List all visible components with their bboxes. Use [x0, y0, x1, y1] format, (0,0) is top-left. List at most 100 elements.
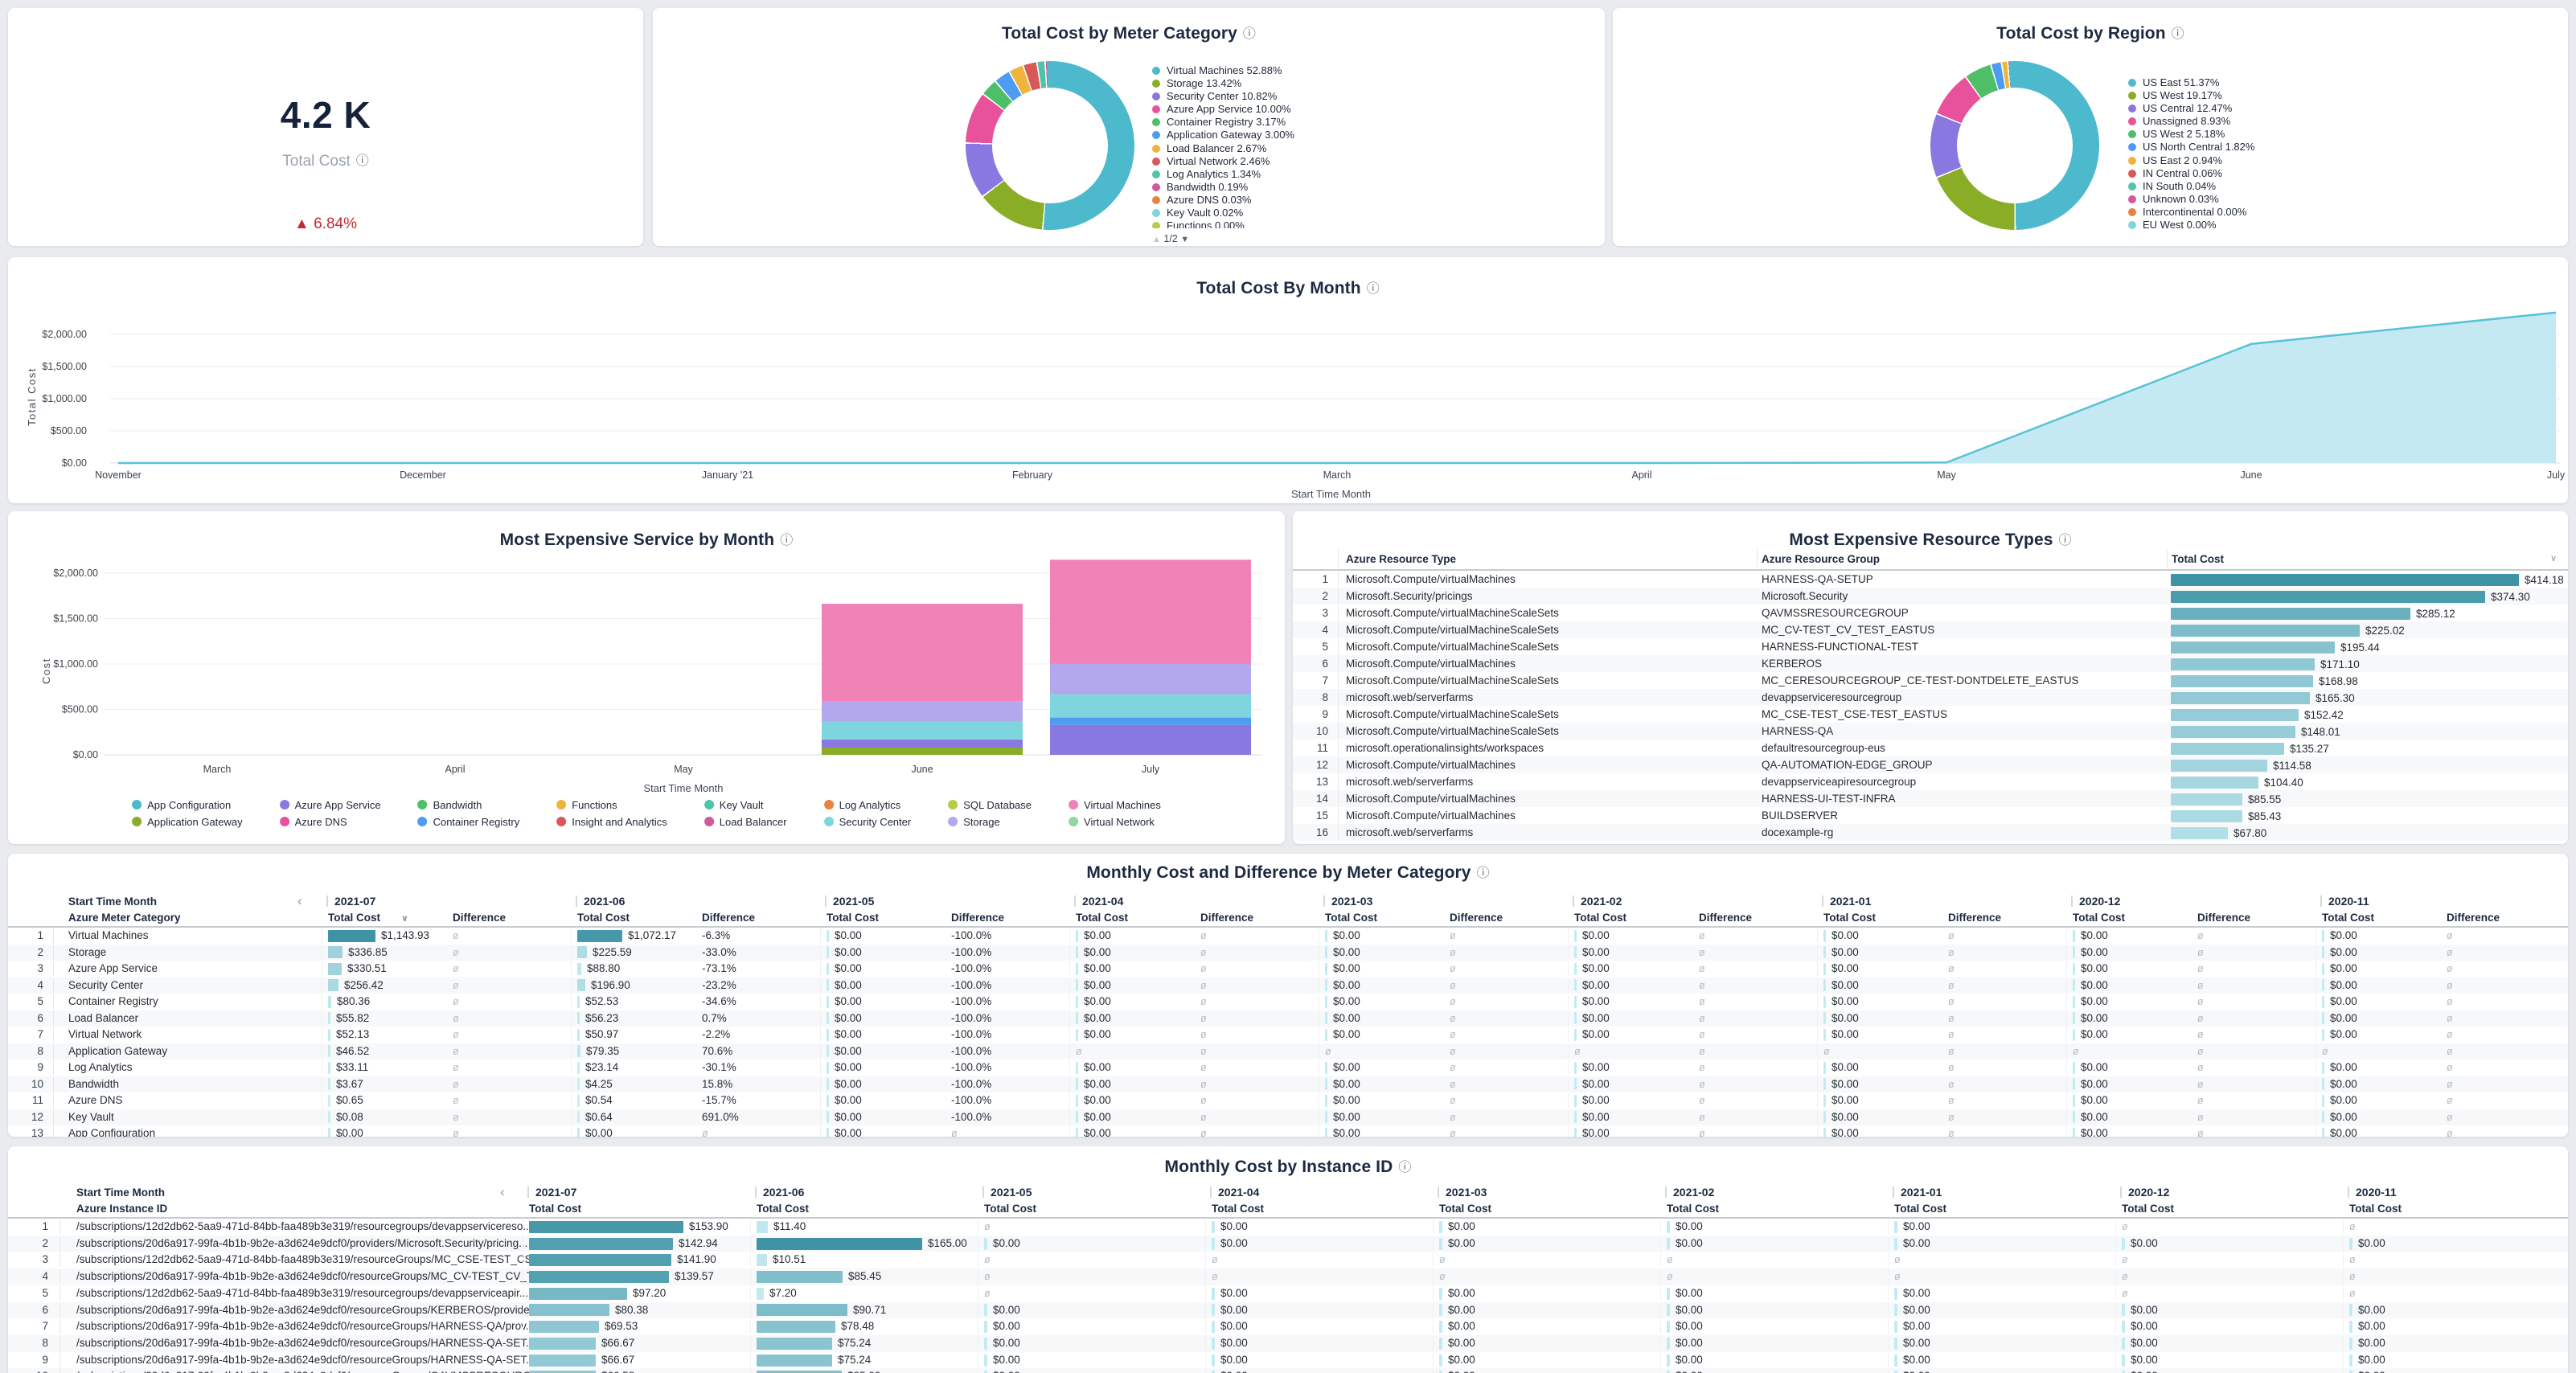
legend-item[interactable]: Bandwidth — [417, 799, 520, 816]
legend-item[interactable]: Virtual Machines 52.88% — [1152, 64, 1294, 77]
table-row[interactable]: 7 Microsoft.Compute/virtualMachineScaleS… — [1322, 673, 2358, 688]
month-column-header[interactable]: 2021-02 — [1665, 1187, 1714, 1198]
table-row[interactable]: 9 /subscriptions/20d6a917-99fa-4b1b-9b2e… — [8, 1352, 2568, 1369]
legend-item[interactable]: Application Gateway 3.00% — [1152, 129, 1294, 141]
subcolumn-total-cost[interactable]: Total Cost — [1325, 912, 1377, 924]
subcolumn-total-cost[interactable]: Total Cost — [984, 1203, 1036, 1215]
month-column-header[interactable]: 2021-06 — [576, 896, 625, 907]
meter-category-donut[interactable] — [966, 61, 1134, 230]
legend-item[interactable]: Bandwidth 0.19% — [1152, 181, 1294, 194]
subcolumn-total-cost[interactable]: Total Cost — [2122, 1203, 2174, 1215]
subcolumn-difference[interactable]: Difference — [951, 912, 1005, 924]
legend-item[interactable]: US Central 12.47% — [2128, 102, 2254, 115]
legend-item[interactable]: Azure App Service — [279, 799, 381, 816]
legend-item[interactable]: Azure DNS 0.03% — [1152, 194, 1294, 207]
table-row[interactable]: 13 microsoft.web/serverfarms devappservi… — [1315, 774, 2303, 789]
legend-item[interactable]: EU West 0.00% — [2128, 219, 2254, 232]
legend-item[interactable]: Storage — [948, 816, 1032, 833]
legend-item[interactable]: US East 2 0.94% — [2128, 154, 2254, 167]
legend-item[interactable]: Insight and Analytics — [556, 816, 667, 833]
legend-item[interactable]: US West 19.17% — [2128, 89, 2254, 102]
table-row[interactable]: 11 Azure DNS $0.65 ø $0.54 -15.7% $0.00 … — [8, 1092, 2568, 1109]
legend-item[interactable]: Container Registry 3.17% — [1152, 116, 1294, 129]
table-row[interactable]: 6 Load Balancer $55.82 ø $56.23 0.7% $0.… — [8, 1010, 2568, 1027]
legend-item[interactable]: Key Vault 0.02% — [1152, 207, 1294, 219]
page-down-icon[interactable]: ▼ — [1180, 235, 1190, 244]
month-column-header[interactable]: 2021-03 — [1438, 1187, 1487, 1198]
legend-item[interactable]: Functions 0.00% — [1152, 219, 1294, 228]
table-row[interactable]: 8 Application Gateway $46.52 ø $79.35 70… — [8, 1043, 2568, 1059]
table-row[interactable]: 2 Storage $336.85 ø $225.59 -33.0% $0.00… — [8, 944, 2568, 961]
month-column-header[interactable]: 2020-11 — [2320, 896, 2369, 907]
legend-item[interactable]: US West 2 5.18% — [2128, 128, 2254, 141]
legend-item[interactable]: SQL Database — [948, 799, 1032, 816]
legend-item[interactable]: Security Center 10.82% — [1152, 90, 1294, 103]
table-row[interactable]: 6 Microsoft.Compute/virtualMachines KERB… — [1293, 655, 2568, 672]
month-column-header[interactable]: 2021-01 — [1822, 896, 1871, 907]
subcolumn-total-cost[interactable]: Total Cost — [1667, 1203, 1719, 1215]
subcolumn-difference[interactable]: Difference — [2447, 912, 2500, 924]
subcolumn-difference[interactable]: Difference — [1948, 912, 2002, 924]
month-column-header[interactable]: 2020-12 — [2120, 1187, 2169, 1198]
info-icon[interactable]: ⓘ — [1366, 282, 1380, 296]
table-row[interactable]: 12 Key Vault $0.08 ø $0.64 691.0% $0.00 … — [8, 1109, 2568, 1125]
legend-item[interactable]: Unassigned 8.93% — [2128, 115, 2254, 128]
legend-item[interactable]: Intercontinental 0.00% — [2128, 206, 2254, 219]
collapse-column-icon[interactable]: ‹ — [297, 893, 302, 908]
legend-item[interactable]: Virtual Network — [1069, 816, 1161, 833]
table-row[interactable]: 14 Microsoft.Compute/virtualMachines HAR… — [1293, 790, 2568, 807]
month-column-header[interactable]: 2021-03 — [1323, 896, 1372, 907]
subcolumn-difference[interactable]: Difference — [1450, 912, 1503, 924]
subcolumn-total-cost[interactable]: Total Cost — [529, 1203, 581, 1215]
table-row[interactable]: 4 /subscriptions/20d6a917-99fa-4b1b-9b2e… — [8, 1268, 2568, 1285]
month-column-header[interactable]: 2021-02 — [1573, 896, 1622, 907]
subcolumn-difference[interactable]: Difference — [1699, 912, 1753, 924]
info-icon[interactable]: ⓘ — [1242, 27, 1257, 41]
table-row[interactable]: 9 Log Analytics $33.11 ø $23.14 -30.1% $… — [8, 1059, 2568, 1076]
legend-item[interactable]: US East 51.37% — [2128, 76, 2254, 89]
subcolumn-total-cost[interactable]: Total Cost ∨ — [328, 912, 408, 924]
legend-item[interactable]: Load Balancer — [703, 816, 787, 833]
month-column-header[interactable]: 2021-07 — [326, 896, 375, 907]
info-icon[interactable]: ⓘ — [355, 154, 369, 168]
table-row[interactable]: 4 Security Center $256.42 ø $196.90 -23.… — [8, 977, 2568, 994]
table-row[interactable]: 7 /subscriptions/20d6a917-99fa-4b1b-9b2e… — [8, 1318, 2568, 1335]
collapse-column-icon[interactable]: ‹ — [500, 1184, 505, 1199]
subcolumn-difference[interactable]: Difference — [1200, 912, 1254, 924]
legend-item[interactable]: Unknown 0.03% — [2128, 193, 2254, 206]
subcolumn-difference[interactable]: Difference — [2197, 912, 2251, 924]
legend-item[interactable]: App Configuration — [132, 799, 243, 816]
table-row[interactable]: 12 Microsoft.Compute/virtualMachines QA-… — [1293, 756, 2568, 773]
month-column-header[interactable]: 2021-05 — [825, 896, 874, 907]
subcolumn-total-cost[interactable]: Total Cost — [1894, 1203, 1946, 1215]
legend-item[interactable]: Storage 13.42% — [1152, 77, 1294, 90]
month-column-header[interactable]: 2021-07 — [527, 1187, 576, 1198]
table-row[interactable]: 16 microsoft.web/serverfarms docexample-… — [1293, 824, 2568, 841]
table-row[interactable]: 4 Microsoft.Compute/virtualMachineScaleS… — [1293, 621, 2568, 638]
table-row[interactable]: 11 microsoft.operationalinsights/workspa… — [1316, 740, 2329, 756]
legend-item[interactable]: US North Central 1.82% — [2128, 141, 2254, 154]
legend-item[interactable]: Log Analytics — [823, 799, 912, 816]
legend-item[interactable]: Security Center — [823, 816, 911, 833]
table-row[interactable]: 1 Microsoft.Compute/virtualMachines HARN… — [1322, 572, 2564, 587]
table-row[interactable]: 5 Container Registry $80.36 ø $52.53 -34… — [8, 994, 2568, 1010]
subcolumn-total-cost[interactable]: Total Cost — [827, 912, 879, 924]
month-column-header[interactable]: 2020-11 — [2348, 1187, 2397, 1198]
info-icon[interactable]: ⓘ — [2171, 27, 2184, 41]
legend-item[interactable]: Log Analytics 1.34% — [1152, 168, 1294, 181]
area-chart[interactable]: $2,000.00 $1,500.00 $1,000.00 $500.00 $0.00 N… — [8, 257, 2568, 490]
table-row[interactable]: 1 /subscriptions/12d2db62-5aa9-471d-84bb… — [8, 1219, 2568, 1236]
stacked-bar-chart[interactable]: $2,000.00 $1,500.00 $1,000.00 $500.00 $0.00 M… — [8, 511, 1285, 794]
month-column-header[interactable]: 2021-01 — [1893, 1187, 1942, 1198]
table-row[interactable]: 5 Microsoft.Compute/virtualMachineScaleS… — [1322, 639, 2380, 654]
legend-item[interactable]: Virtual Network 2.46% — [1152, 155, 1294, 168]
legend-item[interactable]: IN South 0.04% — [2128, 180, 2254, 193]
legend-item[interactable]: Azure DNS — [279, 816, 381, 833]
month-column-header[interactable]: 2021-06 — [755, 1187, 804, 1198]
month-column-header[interactable]: 2020-12 — [2071, 896, 2120, 907]
table-row[interactable]: 2 /subscriptions/20d6a917-99fa-4b1b-9b2e… — [8, 1235, 2568, 1252]
subcolumn-total-cost[interactable]: Total Cost — [1439, 1203, 1491, 1215]
info-icon[interactable]: ⓘ — [1476, 867, 1490, 880]
subcolumn-total-cost[interactable]: Total Cost — [757, 1203, 809, 1215]
table-row[interactable]: 8 /subscriptions/20d6a917-99fa-4b1b-9b2e… — [8, 1334, 2568, 1352]
